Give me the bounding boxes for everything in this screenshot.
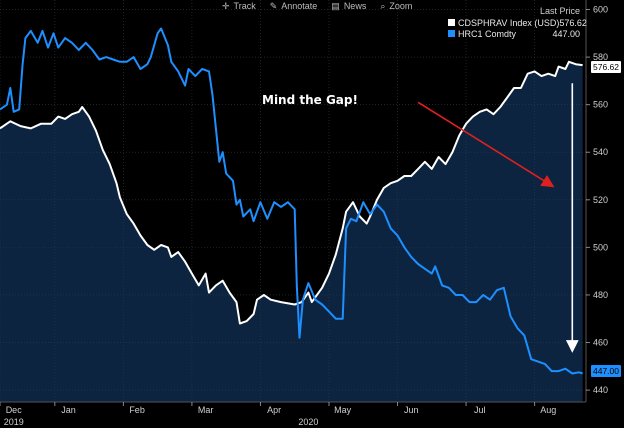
legend-entry-hrc1[interactable]: HRC1 Comdty 447.00 bbox=[448, 28, 580, 39]
x-tick-label: Jul bbox=[474, 405, 486, 415]
last-price-tag-cdsphrav: 576.62 bbox=[591, 61, 621, 73]
y-tick-label: 540 bbox=[593, 147, 608, 157]
toolbar-annotate[interactable]: ✎ Annotate bbox=[269, 0, 318, 12]
x-tick-label: Jun bbox=[404, 405, 419, 415]
toolbar-track[interactable]: ✛ Track bbox=[222, 0, 256, 12]
legend-swatch bbox=[448, 19, 455, 26]
legend: Last Price CDSPHRAV Index (USD) 576.62 H… bbox=[448, 6, 587, 39]
chart-toolbar: ✛ Track ✎ Annotate ▤ News ⌕ Zoom bbox=[222, 0, 412, 12]
y-tick-label: 600 bbox=[593, 5, 608, 15]
y-tick-label: 480 bbox=[593, 290, 608, 300]
series-line-cdsphrav bbox=[0, 60, 583, 325]
last-price-tag-hrc1: 447.00 bbox=[591, 365, 621, 377]
legend-entry-cdsphrav[interactable]: CDSPHRAV Index (USD) 576.62 bbox=[448, 17, 587, 28]
y-tick-label: 440 bbox=[593, 385, 608, 395]
x-tick-label: Feb bbox=[129, 405, 145, 415]
legend-series-value: 576.62 bbox=[559, 17, 587, 28]
y-tick-label: 520 bbox=[593, 195, 608, 205]
y-tick-label: 580 bbox=[593, 52, 608, 62]
y-tick-label: 460 bbox=[593, 338, 608, 348]
pencil-icon: ✎ bbox=[269, 0, 278, 11]
legend-swatch bbox=[448, 30, 455, 37]
x-tick-label: Jan bbox=[61, 405, 76, 415]
legend-series-name: CDSPHRAV Index (USD) bbox=[458, 17, 560, 28]
toolbar-zoom[interactable]: ⌕ Zoom bbox=[380, 0, 413, 12]
legend-series-value: 447.00 bbox=[552, 28, 580, 39]
x-tick-label: Mar bbox=[198, 405, 214, 415]
x-tick-label: Dec bbox=[6, 405, 23, 415]
y-tick-label: 500 bbox=[593, 242, 608, 252]
crosshair-icon: ✛ bbox=[222, 0, 230, 11]
x-tick-label: Apr bbox=[267, 405, 281, 415]
x-tick-label: Aug bbox=[540, 405, 556, 415]
zoom-icon: ⌕ bbox=[380, 0, 386, 11]
toolbar-news[interactable]: ▤ News bbox=[331, 0, 367, 12]
legend-series-name: HRC1 Comdty bbox=[458, 28, 517, 39]
legend-header: Last Price bbox=[539, 6, 580, 16]
annotation-arrow-red bbox=[417, 101, 555, 188]
x-tick-label: May bbox=[334, 405, 352, 415]
y-tick-label: 560 bbox=[593, 100, 608, 110]
x-year-label: 2019 bbox=[4, 417, 24, 427]
x-year-label: 2020 bbox=[298, 417, 318, 427]
series-line-hrc1 bbox=[0, 27, 583, 375]
annotation-text: Mind the Gap! bbox=[262, 93, 358, 107]
news-icon: ▤ bbox=[331, 0, 340, 11]
area-fill-cdsphrav bbox=[0, 61, 583, 403]
